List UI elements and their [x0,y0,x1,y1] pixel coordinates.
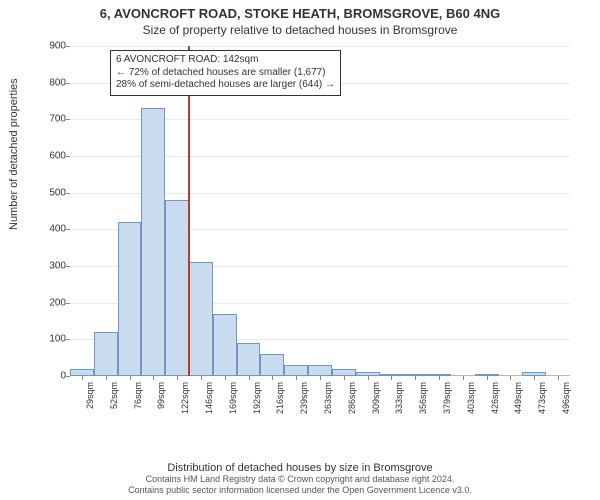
y-tick [66,83,70,84]
x-tick-label: 379sqm [442,382,452,414]
y-tick [66,46,70,47]
y-tick-label: 500 [36,187,66,198]
annotation-line: 28% of semi-detached houses are larger (… [116,79,335,92]
x-tick-label: 496sqm [561,382,571,414]
y-tick [66,119,70,120]
x-tick [368,376,369,380]
x-tick [177,376,178,380]
page-title-address: 6, AVONCROFT ROAD, STOKE HEATH, BROMSGRO… [0,0,600,21]
y-tick [66,339,70,340]
y-tick [66,193,70,194]
x-tick [391,376,392,380]
x-tick [344,376,345,380]
y-tick [66,376,70,377]
y-tick-label: 300 [36,261,66,272]
x-tick-label: 473sqm [537,382,547,414]
y-tick-label: 100 [36,334,66,345]
y-tick-label: 900 [36,41,66,52]
histogram-bar [118,222,142,376]
footer-line-2: Contains public sector information licen… [0,485,600,496]
histogram-bar [141,108,165,376]
histogram-bar [260,354,284,376]
x-tick [296,376,297,380]
x-tick-label: 263sqm [323,382,333,414]
histogram-bar [189,262,213,376]
y-tick-label: 200 [36,297,66,308]
histogram-bar [284,365,308,376]
page-title-sub: Size of property relative to detached ho… [0,21,600,37]
x-tick [225,376,226,380]
x-tick-label: 99sqm [156,382,166,409]
x-tick-label: 286sqm [347,382,357,414]
x-tick [320,376,321,380]
histogram-bar [332,369,356,376]
x-tick [249,376,250,380]
annotation-box: 6 AVONCROFT ROAD: 142sqm← 72% of detache… [110,50,341,96]
annotation-line: 6 AVONCROFT ROAD: 142sqm [116,54,335,67]
x-tick-label: 52sqm [109,382,119,409]
histogram-plot: 010020030040050060070080090029sqm52sqm76… [70,46,570,376]
x-tick-label: 122sqm [180,382,190,414]
x-tick [439,376,440,380]
histogram-bar [213,314,237,376]
x-tick [272,376,273,380]
x-tick [463,376,464,380]
x-tick [558,376,559,380]
x-tick-label: 76sqm [133,382,143,409]
y-tick-label: 700 [36,114,66,125]
x-tick-label: 169sqm [228,382,238,414]
x-tick-label: 426sqm [490,382,500,414]
x-tick-label: 356sqm [418,382,428,414]
x-tick-label: 29sqm [85,382,95,409]
histogram-bar [70,369,94,376]
x-tick [415,376,416,380]
x-tick [130,376,131,380]
histogram-bar [94,332,118,376]
x-tick-label: 449sqm [513,382,523,414]
footer-attribution: Contains HM Land Registry data © Crown c… [0,474,600,496]
chart-container: 010020030040050060070080090029sqm52sqm76… [50,46,580,426]
histogram-bar [308,365,332,376]
x-tick [510,376,511,380]
y-tick [66,303,70,304]
y-tick-label: 800 [36,77,66,88]
property-marker-line [188,46,190,376]
x-tick [487,376,488,380]
x-tick-label: 403sqm [466,382,476,414]
x-tick-label: 146sqm [204,382,214,414]
y-axis-label: Number of detached properties [8,78,20,230]
y-tick-label: 0 [36,371,66,382]
grid-line [70,46,570,47]
histogram-bar [237,343,261,376]
x-tick-label: 216sqm [275,382,285,414]
footer-line-1: Contains HM Land Registry data © Crown c… [0,474,600,485]
x-tick-label: 239sqm [299,382,309,414]
y-tick [66,266,70,267]
x-tick [534,376,535,380]
y-tick-label: 400 [36,224,66,235]
y-tick [66,156,70,157]
x-tick [153,376,154,380]
x-tick [82,376,83,380]
x-tick [201,376,202,380]
histogram-bar [165,200,189,376]
y-tick-label: 600 [36,151,66,162]
x-tick-label: 333sqm [394,382,404,414]
x-axis-label: Distribution of detached houses by size … [0,462,600,474]
x-tick-label: 309sqm [371,382,381,414]
annotation-line: ← 72% of detached houses are smaller (1,… [116,67,335,80]
y-tick [66,229,70,230]
x-tick-label: 192sqm [252,382,262,414]
x-tick [106,376,107,380]
